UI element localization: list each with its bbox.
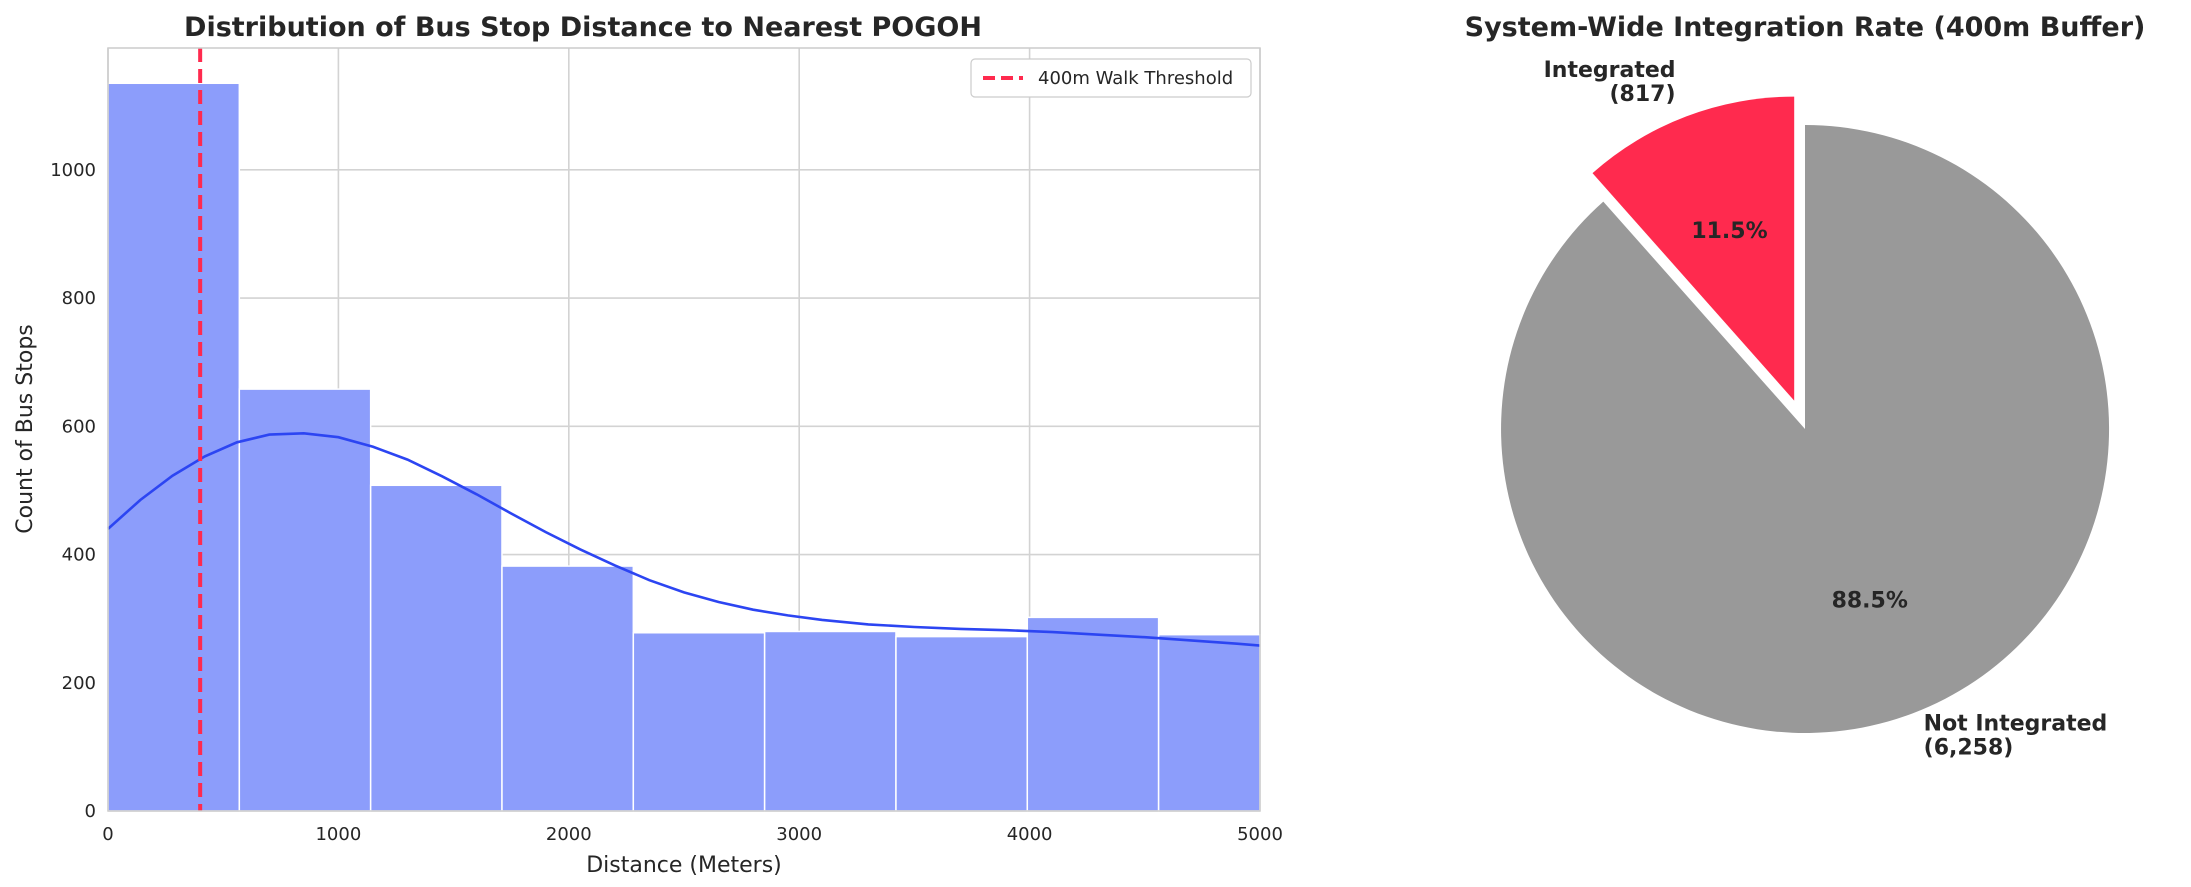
plot-frame	[107, 47, 1261, 812]
histogram-bar-6	[895, 635, 1029, 812]
pie-count-label-integrated: (817)	[1609, 82, 1675, 107]
y-tick-label-3: 600	[62, 416, 96, 437]
pie-count-label-not-integrated: (6,258)	[1924, 736, 2014, 761]
pie-slice-not-integrated	[1501, 125, 2110, 733]
y-axis-label: Count of Bus Stops	[13, 324, 38, 534]
x-tick-label-0: 0	[102, 824, 113, 845]
kde-curve	[107, 431, 1261, 647]
x-tick-label-5: 5000	[1237, 824, 1283, 845]
pie-name-label-integrated: Integrated	[1544, 58, 1676, 83]
legend: 400m Walk Threshold	[970, 58, 1252, 98]
histogram-bars	[107, 82, 1261, 812]
histogram-title: Distribution of Bus Stop Distance to Nea…	[184, 12, 982, 43]
x-tick-label-4: 4000	[1007, 824, 1053, 845]
histogram-bar-1	[238, 388, 372, 812]
pie-chart: System-Wide Integration Rate (400m Buffe…	[1465, 12, 2146, 761]
x-tick-labels: 0 1000 2000 3000 4000 5000	[102, 824, 1283, 845]
y-tick-label-4: 800	[62, 288, 96, 309]
histogram-chart: Distribution of Bus Stop Distance to Nea…	[13, 12, 1283, 878]
histogram-bar-7	[1026, 616, 1160, 812]
pie-slice-integrated	[1592, 96, 1795, 401]
pie-pct-label-not-integrated: 88.5%	[1832, 589, 1908, 614]
legend-box	[970, 58, 1252, 98]
legend-threshold-label: 400m Walk Threshold	[1038, 68, 1233, 89]
pie-title: System-Wide Integration Rate (400m Buffe…	[1465, 12, 2146, 43]
histogram-bar-8	[1157, 633, 1261, 812]
y-tick-label-0: 0	[85, 801, 96, 822]
y-tick-label-5: 1000	[50, 160, 96, 181]
pie-labels: 11.5% Integrated(817) 88.5% Not Integrated(…	[1544, 58, 2108, 761]
x-tick-label-3: 3000	[776, 824, 822, 845]
y-tick-labels: 0 200 400 600 800 1000	[50, 160, 96, 822]
x-tick-label-1: 1000	[315, 824, 361, 845]
y-tick-label-1: 200	[62, 673, 96, 694]
x-axis-label: Distance (Meters)	[586, 853, 782, 878]
histogram-bar-0	[107, 82, 241, 812]
pie-name-label-not-integrated: Not Integrated	[1924, 712, 2108, 737]
histogram-bar-4	[632, 632, 766, 812]
histogram-bar-5	[763, 630, 897, 812]
pie-slices	[1501, 96, 2110, 733]
x-tick-label-2: 2000	[546, 824, 592, 845]
y-tick-label-2: 400	[62, 545, 96, 566]
pie-pct-label-integrated: 11.5%	[1691, 219, 1767, 244]
histogram-bar-2	[369, 484, 503, 812]
histogram-bar-3	[501, 565, 635, 812]
